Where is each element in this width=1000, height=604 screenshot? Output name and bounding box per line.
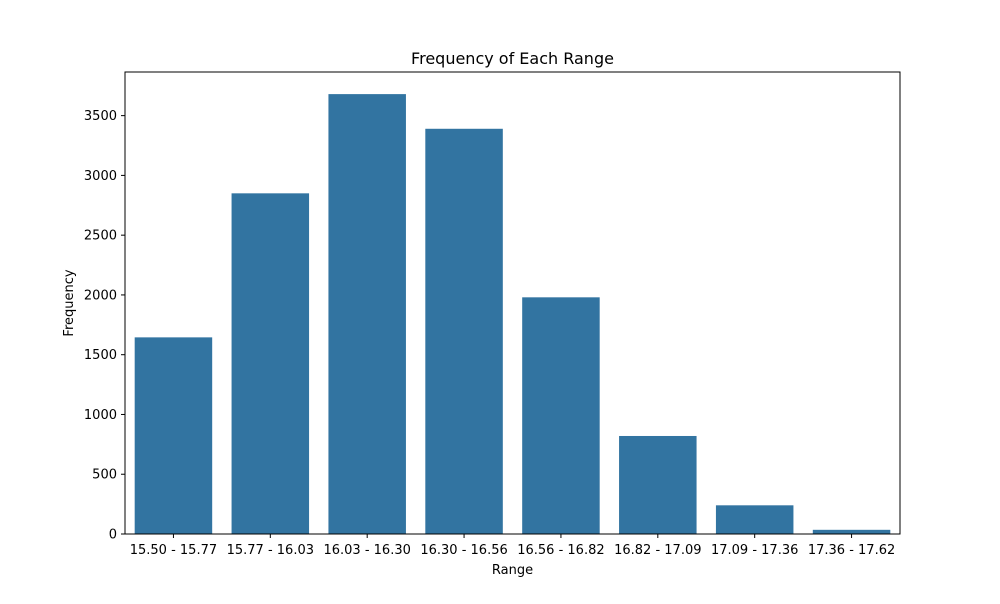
bar-1 [134,337,213,534]
x-tick-label: 17.36 - 17.62 [808,543,895,558]
y-tick-label: 3500 [84,109,117,124]
x-tick-label: 16.82 - 17.09 [614,543,701,558]
bar-5 [522,297,600,534]
y-tick-label: 1500 [84,348,117,363]
bar-4 [425,128,503,534]
x-tick-label: 15.50 - 15.77 [130,543,217,558]
y-tick-label: 3000 [84,169,117,184]
bar-8 [812,529,891,534]
x-axis-label: Range [492,563,533,578]
y-tick-label: 0 [109,528,117,543]
y-tick-label: 2000 [84,288,117,303]
x-tick-label: 17.09 - 17.36 [711,543,798,558]
y-tick-label: 2500 [84,229,117,244]
x-tick-label: 15.77 - 16.03 [227,543,314,558]
bar-6 [619,435,697,534]
bar-7 [715,505,794,534]
chart-title: Frequency of Each Range [411,49,614,68]
bar-2 [231,193,310,534]
x-tick-label: 16.56 - 16.82 [517,543,604,558]
y-axis: 0 500 1000 1500 2000 2500 3000 3500 [84,109,125,543]
plot-frame [124,71,901,535]
x-tick-label: 16.30 - 16.56 [420,543,507,558]
x-tick-label: 16.03 - 16.30 [323,543,410,558]
y-axis-label: Frequency [62,269,77,336]
bar-3 [328,94,406,535]
bars-layer [134,94,891,535]
y-tick-label: 1000 [84,408,117,423]
x-axis: 15.50 - 15.77 15.77 - 16.03 16.03 - 16.30 1… [130,534,895,558]
y-tick-label: 500 [92,468,117,483]
